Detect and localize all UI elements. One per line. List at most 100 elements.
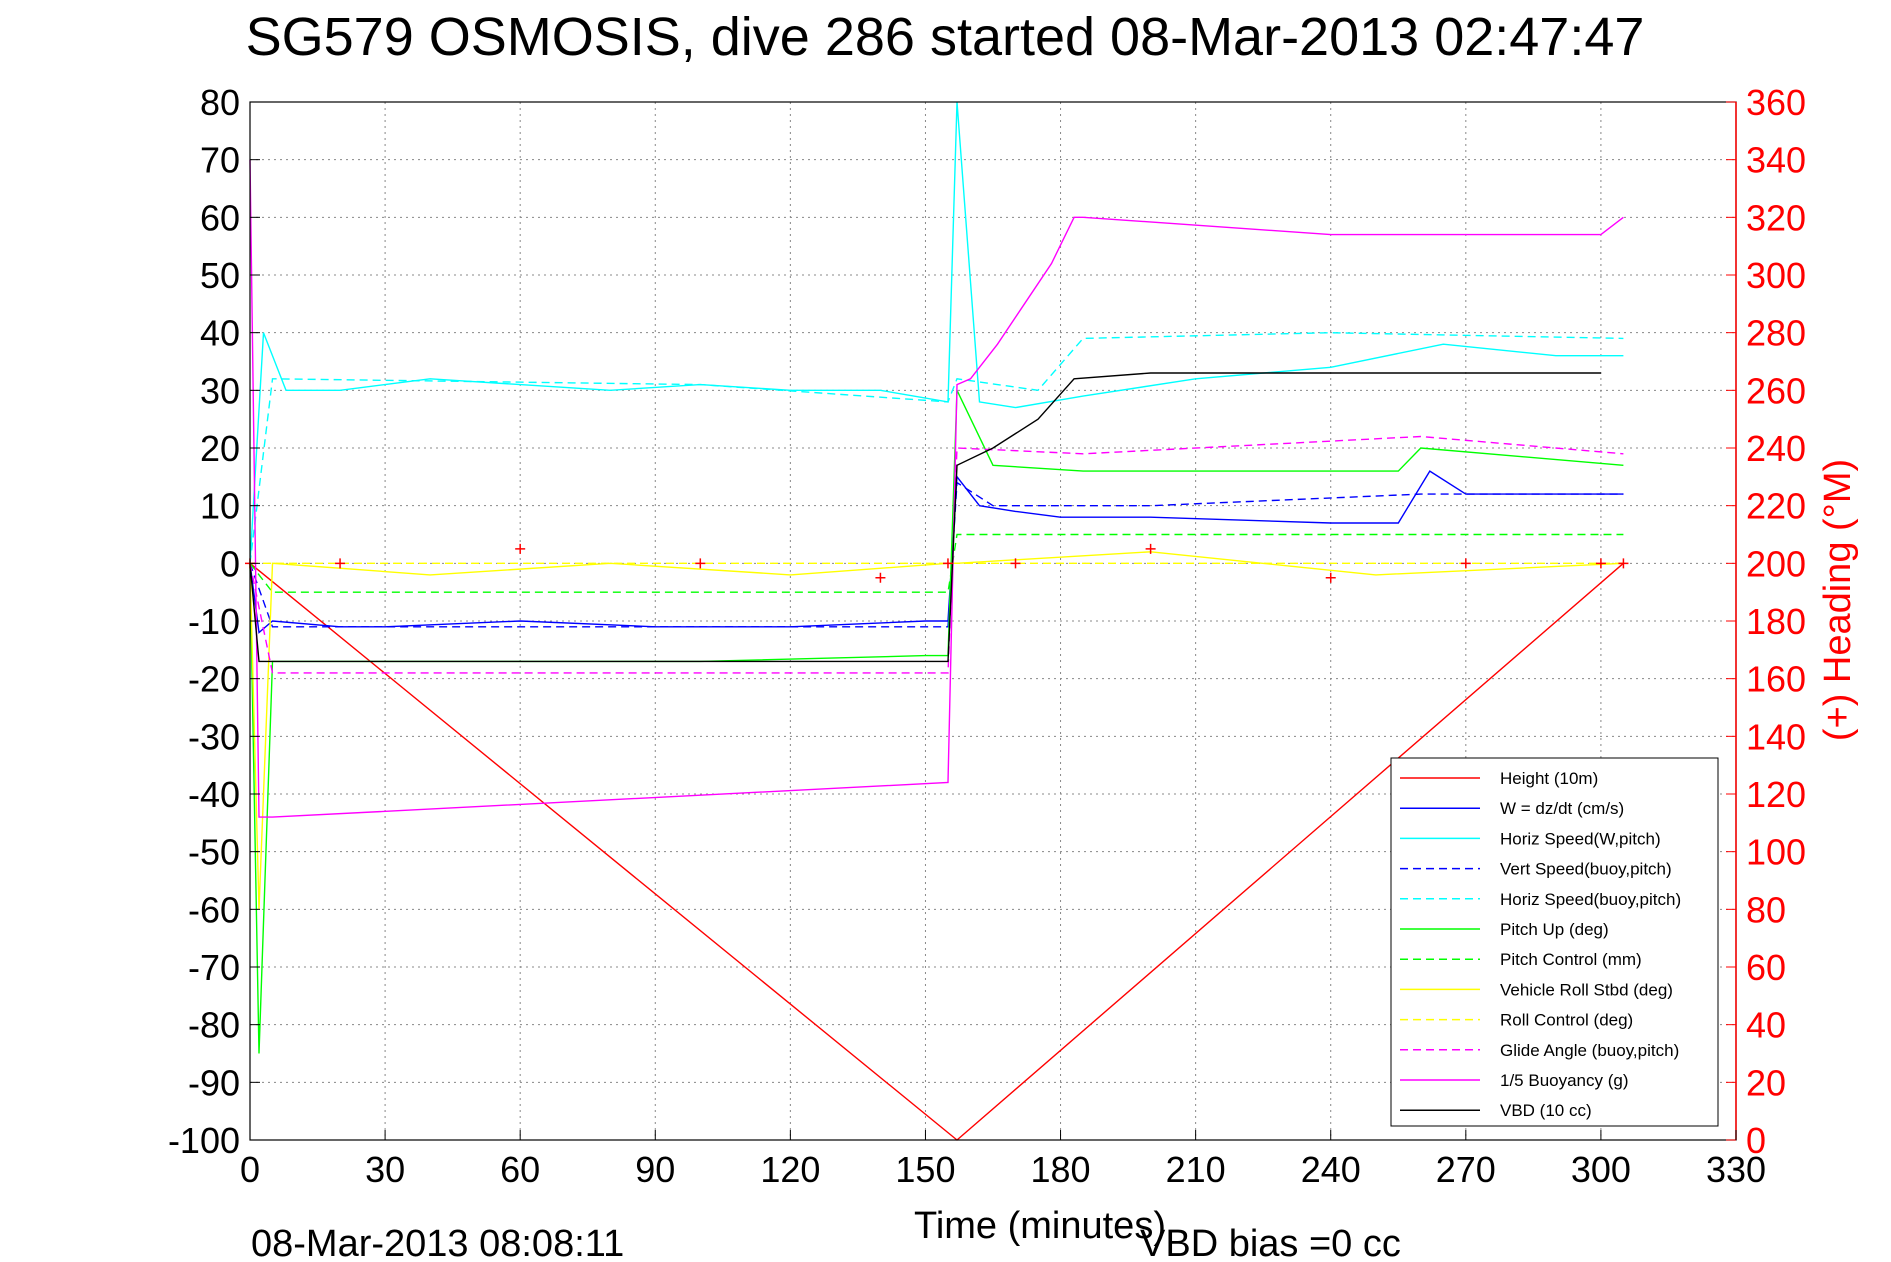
x-tick-label: 180 (1031, 1149, 1091, 1190)
x-tick-label: 240 (1301, 1149, 1361, 1190)
legend-label: Roll Control (deg) (1500, 1011, 1633, 1030)
y-tick-label: 50 (200, 255, 240, 296)
legend-label: Height (10m) (1500, 769, 1598, 788)
y-right-tick-label: 120 (1746, 774, 1806, 815)
series-line (249, 101, 1624, 564)
y-tick-label: -80 (188, 1005, 240, 1046)
x-tick-label: 30 (365, 1149, 405, 1190)
x-tick-label: 330 (1706, 1149, 1766, 1190)
x-tick-label: 300 (1571, 1149, 1631, 1190)
y-right-tick-label: 60 (1746, 947, 1786, 988)
series-line (249, 159, 1624, 818)
y-tick-label: -50 (188, 832, 240, 873)
x-axis-ticks: 0 30 60 90 120 150 180 210 240 270 300 330 (240, 1130, 1766, 1190)
y-right-tick-label: 260 (1746, 370, 1806, 411)
y-tick-label: -10 (188, 601, 240, 642)
y-right-tick-label: 180 (1746, 601, 1806, 642)
y-right-tick-label: 20 (1746, 1062, 1786, 1103)
heading-marker (335, 558, 346, 569)
heading-marker (1618, 558, 1629, 569)
heading-marker (1145, 543, 1156, 554)
series-pitch-control-mm (249, 533, 1624, 593)
chart-title: SG579 OSMOSIS, dive 286 started 08-Mar-2… (246, 7, 1645, 67)
y-tick-label: -90 (188, 1062, 240, 1103)
heading-marker (1460, 558, 1471, 569)
legend-label: 1/5 Buoyancy (g) (1500, 1071, 1629, 1090)
x-tick-label: 150 (895, 1149, 955, 1190)
series-vbd-10-cc (249, 372, 1601, 663)
x-tick-label: 90 (635, 1149, 675, 1190)
heading-marker (1595, 558, 1606, 569)
y-right-tick-label: 340 (1746, 140, 1806, 181)
y-tick-label: 0 (220, 543, 240, 584)
x-tick-label: 120 (760, 1149, 820, 1190)
series-line (249, 435, 1624, 674)
legend-label: VBD (10 cc) (1500, 1101, 1592, 1120)
y-right-tick-label: 220 (1746, 486, 1806, 527)
series-line (249, 331, 1624, 564)
y-right-tick-label: 140 (1746, 716, 1806, 757)
y-tick-label: 80 (200, 82, 240, 123)
y-tick-label: 30 (200, 370, 240, 411)
series-glide-angle-buoy-pitch (249, 435, 1624, 674)
y-right-tick-label: 80 (1746, 889, 1786, 930)
y-tick-label: -60 (188, 889, 240, 930)
heading-marker (1010, 558, 1021, 569)
y-tick-label: -30 (188, 716, 240, 757)
series-line (249, 372, 1601, 663)
legend-label: W = dz/dt (cm/s) (1500, 799, 1624, 818)
heading-marker (1325, 572, 1336, 583)
y-axis-right-label: (+) Heading (°M) (1817, 459, 1859, 741)
y-tick-label: 20 (200, 428, 240, 469)
legend-label: Pitch Control (mm) (1500, 950, 1642, 969)
end-timestamp: 08-Mar-2013 08:08:11 (251, 1223, 624, 1262)
x-tick-label: 0 (240, 1149, 260, 1190)
series-1-5-buoyancy-g (249, 159, 1624, 818)
series-horiz-speed-buoy-pitch (249, 331, 1624, 564)
legend-label: Horiz Speed(buoy,pitch) (1500, 890, 1681, 909)
legend-box (1390, 757, 1719, 1127)
heading-marker (695, 558, 706, 569)
x-axis-label: Time (minutes) (914, 1205, 1166, 1247)
series-horiz-speed-w-pitch (249, 101, 1624, 564)
legend-label: Pitch Up (deg) (1500, 920, 1609, 939)
y-right-tick-label: 360 (1746, 82, 1806, 123)
series-vehicle-roll-stbd-deg (249, 551, 1624, 910)
y-right-tick-label: 0 (1746, 1120, 1766, 1161)
legend-items: Height (10m) W = dz/dt (cm/s) Horiz Speed(… (1400, 769, 1681, 1120)
y-tick-label: 10 (200, 486, 240, 527)
legend-label: Horiz Speed(W,pitch) (1500, 829, 1661, 848)
y-right-tick-label: 320 (1746, 197, 1806, 238)
y-tick-label: 60 (200, 197, 240, 238)
legend-label: Glide Angle (buoy,pitch) (1500, 1041, 1679, 1060)
y-tick-label: -100 (168, 1120, 240, 1161)
heading-marker (875, 572, 886, 583)
x-tick-label: 60 (500, 1149, 540, 1190)
series-line (249, 533, 1624, 593)
y-right-tick-label: 200 (1746, 543, 1806, 584)
y-right-tick-label: 160 (1746, 659, 1806, 700)
legend: Height (10m) W = dz/dt (cm/s) Horiz Speed(… (1390, 757, 1719, 1127)
series-line (249, 481, 1624, 628)
vbd-bias-label: VBD bias =0 cc (1140, 1223, 1401, 1262)
y-axis-ticks: 80 70 60 50 40 30 20 10 0 -10 -20 -30 -40 -50 -60 -70 -8… (168, 82, 260, 1161)
x-tick-label: 210 (1166, 1149, 1226, 1190)
series-line (249, 551, 1624, 910)
y-tick-label: -40 (188, 774, 240, 815)
y-axis-right-ticks: 3603403203002802602402202001801601401201… (1726, 82, 1806, 1161)
plot-area (245, 101, 1737, 1141)
y-right-tick-label: 240 (1746, 428, 1806, 469)
y-tick-label: 70 (200, 140, 240, 181)
y-tick-label: 40 (200, 313, 240, 354)
legend-label: Vehicle Roll Stbd (deg) (1500, 980, 1673, 999)
y-tick-label: -70 (188, 947, 240, 988)
y-right-tick-label: 300 (1746, 255, 1806, 296)
heading-marker (515, 543, 526, 554)
y-tick-label: -20 (188, 659, 240, 700)
series-vert-speed-buoy-pitch (249, 481, 1624, 628)
y-right-tick-label: 100 (1746, 832, 1806, 873)
y-right-tick-label: 280 (1746, 313, 1806, 354)
legend-label: Vert Speed(buoy,pitch) (1500, 860, 1672, 879)
y-right-tick-label: 40 (1746, 1005, 1786, 1046)
